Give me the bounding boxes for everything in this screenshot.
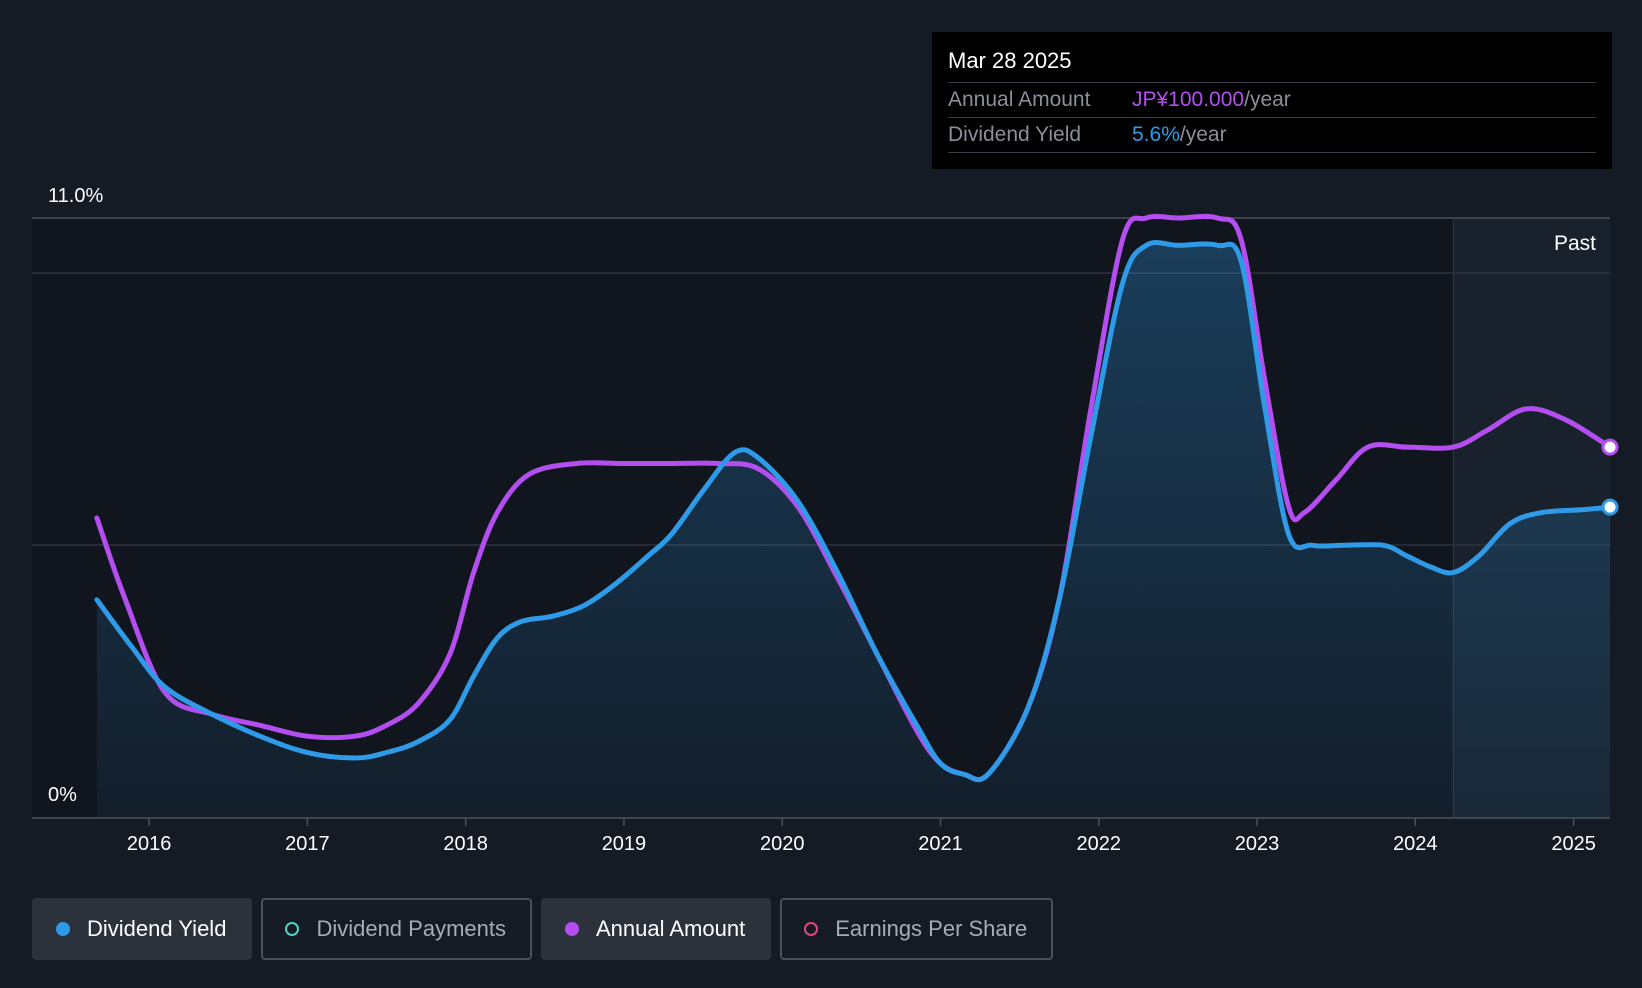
x-tick-label: 2019 xyxy=(602,833,647,855)
x-tick-label: 2016 xyxy=(127,833,172,855)
tooltip-annual-row: Annual Amount JP¥100.000 /year xyxy=(948,83,1596,118)
x-tick-label: 2024 xyxy=(1393,833,1438,855)
legend-dividend-yield-button[interactable]: Dividend Yield xyxy=(32,898,253,960)
tooltip: Mar 28 2025 Annual Amount JP¥100.000 /ye… xyxy=(932,32,1612,169)
past-label: Past xyxy=(1554,232,1596,255)
tooltip-annual-unit: /year xyxy=(1244,88,1291,111)
legend-label: Dividend Yield xyxy=(87,916,227,941)
x-tick-label: 2021 xyxy=(918,833,963,855)
x-tick-label: 2022 xyxy=(1077,833,1122,855)
legend: Dividend Yield Dividend Payments Annual … xyxy=(32,898,1062,960)
tooltip-yield-unit: /year xyxy=(1179,123,1227,146)
y-tick-label-bottom: 0% xyxy=(48,784,77,806)
dividend-payments-ring-icon xyxy=(285,922,300,936)
legend-annual-amount-button[interactable]: Annual Amount xyxy=(540,898,772,960)
legend-label: Dividend Payments xyxy=(316,916,506,941)
legend-earnings-per-share-button[interactable]: Earnings Per Share xyxy=(780,898,1054,960)
legend-dividend-payments-button[interactable]: Dividend Payments xyxy=(261,898,532,960)
legend-label: Earnings Per Share xyxy=(835,916,1028,941)
dividend-yield-line xyxy=(94,239,1613,783)
y-tick-label-top: 11.0% xyxy=(48,185,103,207)
x-tick-label: 2020 xyxy=(760,833,805,855)
annual-amount-end-marker xyxy=(1601,438,1619,456)
x-axis-ticks: 2016 2017 2018 2019 2020 2021 2022 2023 2024 2025 xyxy=(127,818,1596,855)
x-tick-label: 2018 xyxy=(443,833,488,855)
x-tick-label: 2023 xyxy=(1235,833,1280,855)
earnings-per-share-ring-icon xyxy=(804,922,819,936)
tooltip-annual-value: JP¥100.000 xyxy=(1132,88,1245,111)
tooltip-yield-row: Dividend Yield 5.6% /year xyxy=(948,118,1596,153)
tooltip-yield-label: Dividend Yield xyxy=(948,123,1082,146)
x-tick-label: 2017 xyxy=(285,833,330,855)
tooltip-annual-label: Annual Amount xyxy=(948,88,1091,111)
tooltip-date: Mar 28 2025 xyxy=(948,32,1596,83)
annual-amount-dot-icon xyxy=(564,922,579,936)
legend-label: Annual Amount xyxy=(595,916,746,941)
tooltip-yield-value: 5.6% xyxy=(1132,123,1180,146)
dividend-yield-end-marker xyxy=(1601,498,1619,516)
x-tick-label: 2025 xyxy=(1551,833,1596,855)
dividend-yield-dot-icon xyxy=(56,922,70,936)
